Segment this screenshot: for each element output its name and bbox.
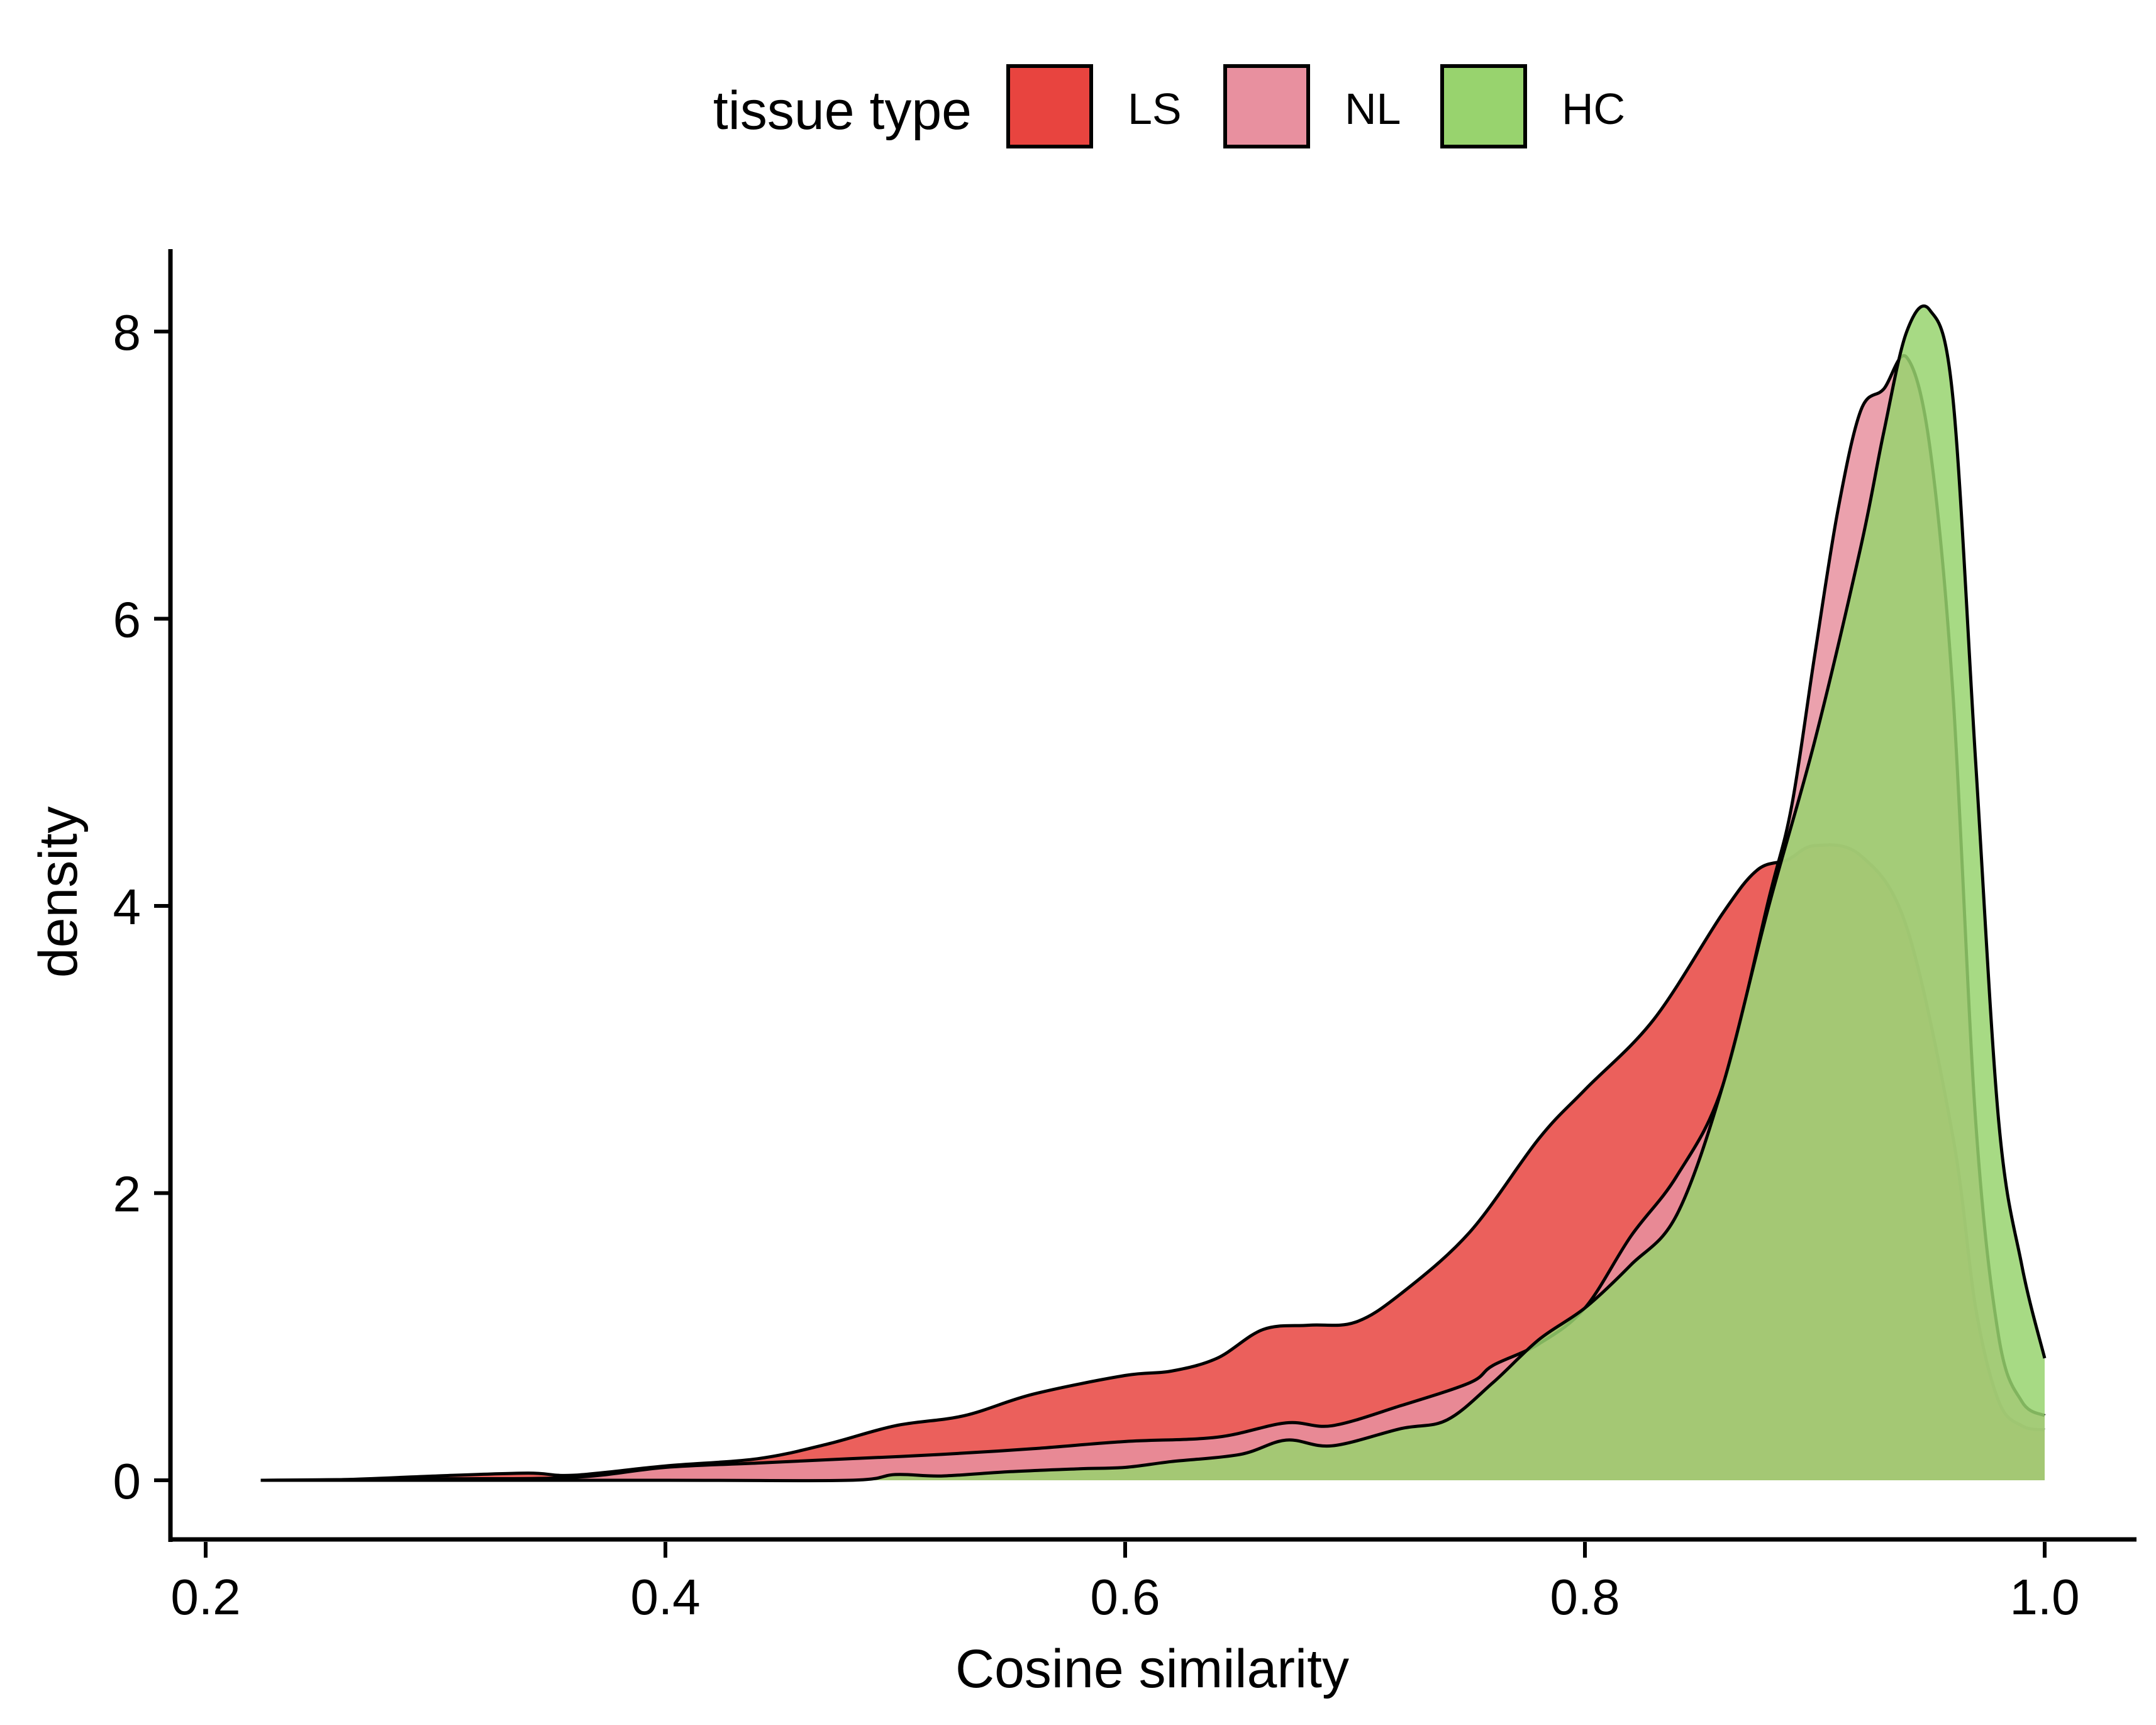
y-tick-label: 0	[113, 1453, 142, 1509]
plot-areas	[260, 304, 2047, 1483]
density-series-hc	[260, 304, 2047, 1483]
x-tick-label: 1.0	[2009, 1569, 2079, 1625]
legend-swatch-hc	[1440, 64, 1527, 148]
x-axis-title: Cosine similarity	[955, 1639, 1349, 1699]
legend-label-ls: LS	[1128, 84, 1182, 133]
y-ticks: 0 2 4 6 8	[113, 304, 169, 1509]
legend-swatch-ls	[1006, 64, 1093, 148]
y-tick-label: 2	[113, 1166, 142, 1222]
x-tick-label: 0.8	[1550, 1569, 1620, 1625]
legend-entry-hc: HC	[1440, 64, 1625, 148]
legend-entry-ls: LS	[1006, 64, 1182, 148]
y-tick-label: 8	[113, 304, 142, 360]
legend-swatch-nl	[1223, 64, 1310, 148]
y-axis-title: density	[28, 807, 89, 978]
y-tick-label: 4	[113, 879, 142, 935]
x-tick-label: 0.2	[170, 1569, 240, 1625]
density-area-hc	[260, 306, 2045, 1481]
legend-entries: LS NL HC	[1006, 64, 1625, 148]
legend-entry-nl: NL	[1223, 64, 1401, 148]
x-ticks: 0.2 0.4 0.6 0.8 1.0	[170, 1542, 2080, 1625]
legend-label-nl: NL	[1345, 84, 1401, 133]
x-tick-label: 0.4	[630, 1569, 700, 1625]
y-tick-label: 6	[113, 592, 142, 648]
density-curve-hc	[260, 304, 2047, 1483]
legend-title: tissue type	[713, 81, 972, 141]
legend: tissue type LS NL HC	[713, 64, 1625, 148]
x-tick-label: 0.6	[1090, 1569, 1160, 1625]
legend-label-hc: HC	[1562, 84, 1625, 133]
